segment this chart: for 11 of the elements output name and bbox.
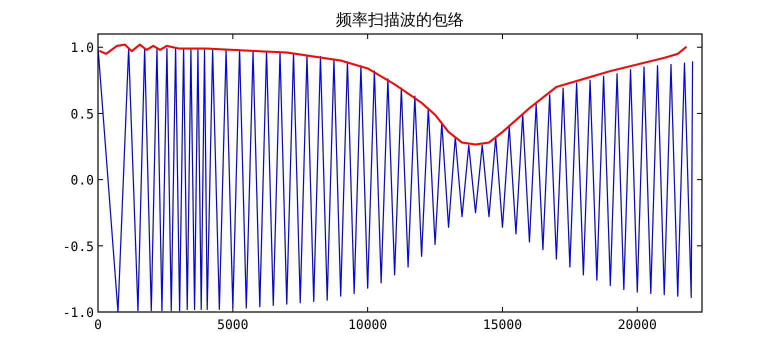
x-tick-label: 20000 — [618, 318, 657, 333]
x-tick-label: 15000 — [482, 318, 522, 333]
x-tick-label: 10000 — [348, 318, 388, 333]
y-tick-label: -1.0 — [62, 306, 94, 321]
y-tick-label: 0.0 — [70, 174, 94, 189]
y-tick-label: -0.5 — [62, 240, 94, 255]
x-tick-label: 5000 — [217, 318, 248, 333]
chart-title: 频率扫描波的包络 — [336, 10, 464, 29]
y-tick-label: 1.0 — [70, 41, 94, 56]
y-tick-label: 0.5 — [70, 107, 94, 122]
x-tick-label: 0 — [94, 318, 102, 333]
